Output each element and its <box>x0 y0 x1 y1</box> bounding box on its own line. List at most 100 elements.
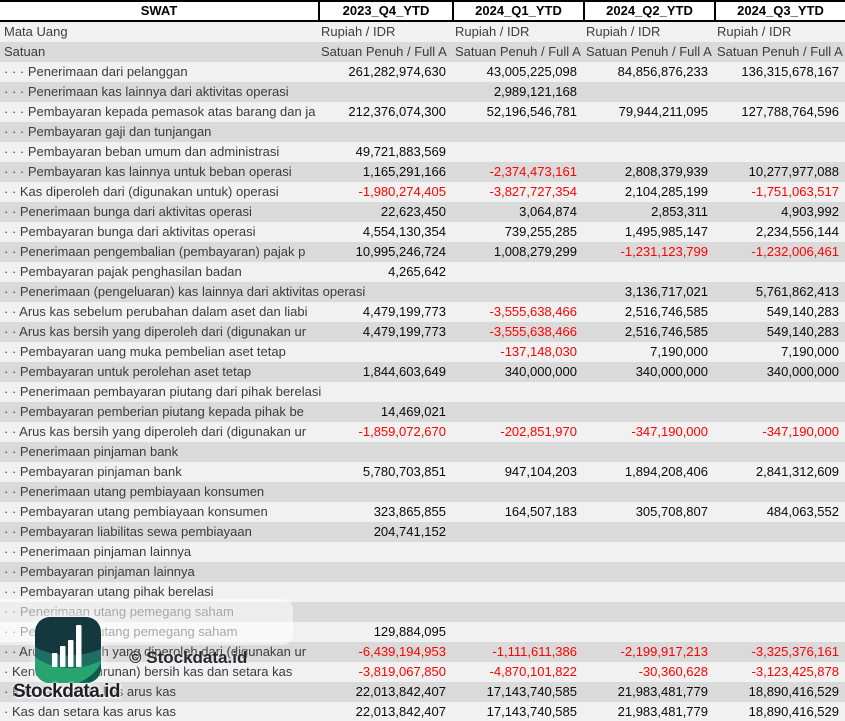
row-label-cell[interactable]: · · Pembayaran pajak penghasilan badan <box>4 264 242 279</box>
header-swat[interactable]: SWAT <box>140 3 178 18</box>
row-label-cell[interactable]: · · Pembayaran pinjaman lainnya <box>4 564 195 579</box>
value-cell-q2-2024[interactable] <box>583 482 714 502</box>
value-cell-q3-2024[interactable] <box>714 522 845 542</box>
value-cell-q4-2023[interactable]: 204,741,152 <box>373 524 446 539</box>
value-cell-q3-2024[interactable]: 18,890,416,529 <box>748 704 839 719</box>
value-cell-q2-2024[interactable]: -347,190,000 <box>631 424 708 439</box>
value-cell-q2-2024[interactable]: -2,199,917,213 <box>620 644 708 659</box>
value-cell-q1-2024[interactable] <box>452 482 583 502</box>
row-label-cell[interactable]: · · · Pembayaran kas lainnya untuk beban… <box>4 164 292 179</box>
value-cell-q2-2024[interactable]: -1,231,123,799 <box>620 244 708 259</box>
value-cell-q2-2024[interactable]: 305,708,807 <box>635 504 708 519</box>
value-cell-q3-2024[interactable]: 2,234,556,144 <box>755 224 839 239</box>
value-cell-q4-2023[interactable] <box>318 542 452 562</box>
value-cell-q1-2024[interactable]: Satuan Penuh / Full A <box>455 44 581 59</box>
value-cell-q1-2024[interactable]: -3,827,727,354 <box>489 184 577 199</box>
value-cell-q4-2023[interactable]: 261,282,974,630 <box>348 64 446 79</box>
row-label-cell[interactable]: Mata Uang <box>4 24 68 39</box>
value-cell-q3-2024[interactable]: 4,903,992 <box>781 204 839 219</box>
row-label-cell[interactable]: · · · Pembayaran beban umum dan administ… <box>4 144 280 159</box>
value-cell-q2-2024[interactable]: 2,853,311 <box>651 204 708 219</box>
value-cell-q2-2024[interactable] <box>583 622 714 642</box>
row-label-cell[interactable]: · Kas dan setara kas arus kas <box>4 704 176 719</box>
value-cell-q2-2024[interactable]: 84,856,876,233 <box>617 64 708 79</box>
value-cell-q2-2024[interactable]: 7,190,000 <box>650 344 708 359</box>
value-cell-q1-2024[interactable] <box>452 142 583 162</box>
value-cell-q1-2024[interactable] <box>452 582 583 602</box>
value-cell-q3-2024[interactable] <box>714 82 845 102</box>
value-cell-q4-2023[interactable]: 323,865,855 <box>373 504 446 519</box>
header-period-q4-2023[interactable]: 2023_Q4_YTD <box>318 2 452 20</box>
value-cell-q1-2024[interactable]: Rupiah / IDR <box>455 24 530 39</box>
value-cell-q1-2024[interactable] <box>452 602 583 622</box>
value-cell-q1-2024[interactable]: -137,148,030 <box>500 344 577 359</box>
value-cell-q4-2023[interactable] <box>318 282 452 302</box>
value-cell-q4-2023[interactable]: 49,721,883,569 <box>355 144 446 159</box>
value-cell-q4-2023[interactable]: -1,980,274,405 <box>358 184 446 199</box>
value-cell-q1-2024[interactable]: 3,064,874 <box>519 204 577 219</box>
value-cell-q3-2024[interactable]: 7,190,000 <box>781 344 839 359</box>
value-cell-q4-2023[interactable]: -6,439,194,953 <box>358 644 446 659</box>
value-cell-q2-2024[interactable]: 2,104,285,199 <box>624 184 708 199</box>
value-cell-q2-2024[interactable] <box>583 142 714 162</box>
value-cell-q4-2023[interactable] <box>318 482 452 502</box>
value-cell-q4-2023[interactable]: 1,165,291,166 <box>362 164 446 179</box>
value-cell-q3-2024[interactable] <box>714 582 845 602</box>
value-cell-q1-2024[interactable] <box>452 282 583 302</box>
value-cell-q3-2024[interactable]: 549,140,283 <box>766 324 839 339</box>
value-cell-q4-2023[interactable] <box>318 442 452 462</box>
value-cell-q1-2024[interactable]: -2,374,473,161 <box>489 164 577 179</box>
value-cell-q1-2024[interactable]: 1,008,279,299 <box>493 244 577 259</box>
value-cell-q4-2023[interactable] <box>318 342 452 362</box>
row-label-cell[interactable]: · · Penerimaan pinjaman bank <box>4 444 179 459</box>
value-cell-q1-2024[interactable] <box>452 622 583 642</box>
value-cell-q1-2024[interactable]: 52,196,546,781 <box>486 104 577 119</box>
value-cell-q3-2024[interactable]: Rupiah / IDR <box>717 24 792 39</box>
value-cell-q1-2024[interactable] <box>452 562 583 582</box>
value-cell-q3-2024[interactable] <box>714 542 845 562</box>
value-cell-q3-2024[interactable]: Satuan Penuh / Full A <box>717 44 843 59</box>
value-cell-q2-2024[interactable] <box>583 442 714 462</box>
value-cell-q1-2024[interactable]: -4,870,101,822 <box>489 664 577 679</box>
row-label-cell[interactable]: · · Penerimaan (pengeluaran) kas lainnya… <box>4 284 366 299</box>
value-cell-q1-2024[interactable]: -202,851,970 <box>500 424 577 439</box>
value-cell-q3-2024[interactable] <box>714 622 845 642</box>
value-cell-q1-2024[interactable]: 2,989,121,168 <box>493 84 577 99</box>
value-cell-q3-2024[interactable] <box>714 122 845 142</box>
row-label-cell[interactable]: · · · Pembayaran kepada pemasok atas bar… <box>4 104 316 119</box>
row-label-cell[interactable]: · · Pembayaran liabilitas sewa pembiayaa… <box>4 524 252 539</box>
value-cell-q1-2024[interactable]: 43,005,225,098 <box>486 64 577 79</box>
value-cell-q3-2024[interactable]: 484,063,552 <box>766 504 839 519</box>
value-cell-q1-2024[interactable]: 17,143,740,585 <box>486 704 577 719</box>
value-cell-q2-2024[interactable] <box>583 602 714 622</box>
value-cell-q2-2024[interactable] <box>583 562 714 582</box>
value-cell-q4-2023[interactable]: 10,995,246,724 <box>355 244 446 259</box>
value-cell-q3-2024[interactable]: 127,788,764,596 <box>741 104 839 119</box>
value-cell-q2-2024[interactable]: Satuan Penuh / Full A <box>586 44 712 59</box>
row-label-cell[interactable]: · · · Penerimaan dari pelanggan <box>4 64 188 79</box>
value-cell-q3-2024[interactable]: -3,123,425,878 <box>751 664 839 679</box>
value-cell-q1-2024[interactable]: 164,507,183 <box>504 504 577 519</box>
row-label-cell[interactable]: · · Arus kas sebelum perubahan dalam ase… <box>4 304 308 319</box>
value-cell-q3-2024[interactable] <box>714 482 845 502</box>
value-cell-q4-2023[interactable]: 22,013,842,407 <box>355 704 446 719</box>
value-cell-q1-2024[interactable]: 947,104,203 <box>504 464 577 479</box>
row-label-cell[interactable]: · · Pembayaran untuk perolehan aset teta… <box>4 364 252 379</box>
header-period-q2-2024[interactable]: 2024_Q2_YTD <box>583 2 714 20</box>
row-label-cell[interactable]: · · · Pembayaran gaji dan tunjangan <box>4 124 212 139</box>
value-cell-q3-2024[interactable]: -1,232,006,461 <box>751 244 839 259</box>
value-cell-q3-2024[interactable] <box>714 562 845 582</box>
value-cell-q2-2024[interactable]: 2,516,746,585 <box>624 304 708 319</box>
value-cell-q4-2023[interactable] <box>318 122 452 142</box>
value-cell-q3-2024[interactable] <box>714 382 845 402</box>
value-cell-q3-2024[interactable]: 5,761,862,413 <box>755 284 839 299</box>
value-cell-q4-2023[interactable]: 4,479,199,773 <box>362 324 446 339</box>
row-label-cell[interactable]: · · · Penerimaan kas lainnya dari aktivi… <box>4 84 289 99</box>
value-cell-q1-2024[interactable]: -1,111,611,386 <box>492 644 577 659</box>
value-cell-q4-2023[interactable]: Satuan Penuh / Full A <box>321 44 447 59</box>
value-cell-q4-2023[interactable] <box>318 582 452 602</box>
value-cell-q2-2024[interactable] <box>583 402 714 422</box>
row-label-cell[interactable]: · · Penerimaan pembayaran piutang dari p… <box>4 384 322 399</box>
value-cell-q1-2024[interactable]: -3,555,638,466 <box>489 304 577 319</box>
value-cell-q1-2024[interactable]: 340,000,000 <box>504 364 577 379</box>
